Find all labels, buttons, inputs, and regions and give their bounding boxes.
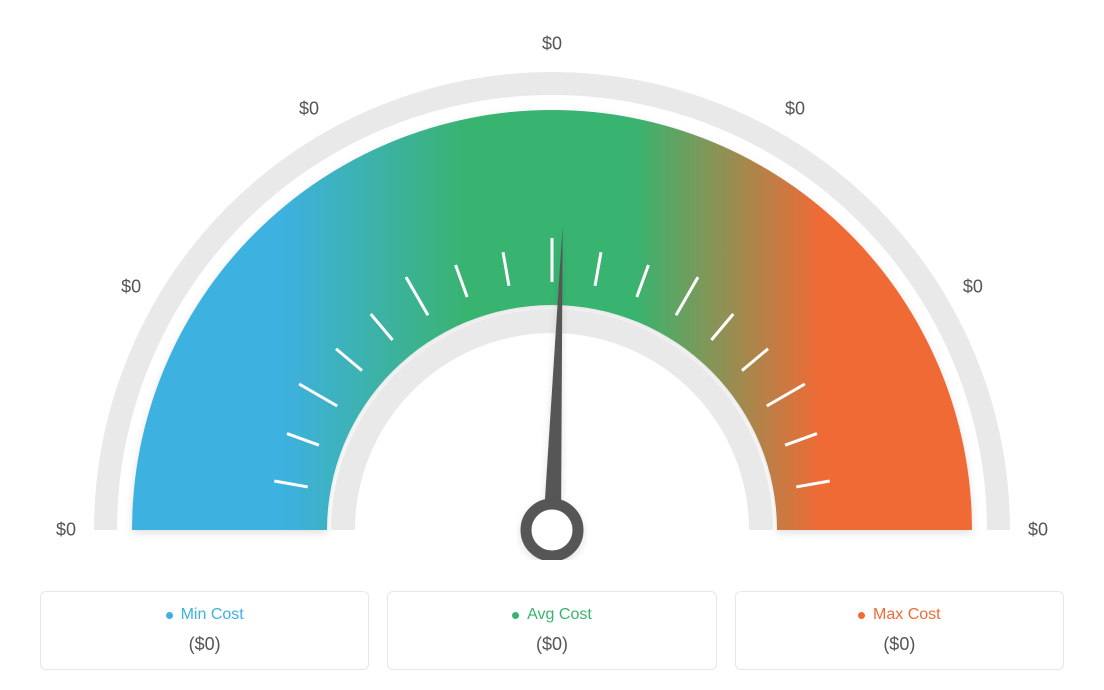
cost-gauge: $0 $0 $0 $0 $0 $0 $0 — [0, 0, 1104, 560]
legend-value-min: ($0) — [51, 634, 358, 655]
legend-value-max: ($0) — [746, 634, 1053, 655]
legend-label-min: Min Cost — [166, 606, 244, 624]
scale-label: $0 — [542, 34, 562, 55]
legend-text-max: Max Cost — [873, 606, 941, 624]
legend-row: Min Cost ($0) Avg Cost ($0) Max Cost ($0… — [40, 591, 1064, 671]
legend-value-avg: ($0) — [398, 634, 705, 655]
scale-label: $0 — [56, 520, 76, 541]
scale-label: $0 — [299, 99, 319, 120]
legend-card-avg: Avg Cost ($0) — [387, 591, 716, 671]
scale-label: $0 — [1028, 520, 1048, 541]
legend-card-max: Max Cost ($0) — [735, 591, 1064, 671]
scale-label: $0 — [963, 277, 983, 298]
legend-text-min: Min Cost — [181, 606, 244, 624]
legend-dot-max — [858, 612, 865, 619]
scale-label: $0 — [785, 99, 805, 120]
legend-label-max: Max Cost — [858, 606, 941, 624]
gauge-svg — [0, 0, 1104, 560]
scale-label: $0 — [121, 277, 141, 298]
legend-dot-min — [166, 612, 173, 619]
legend-label-avg: Avg Cost — [512, 606, 592, 624]
legend-card-min: Min Cost ($0) — [40, 591, 369, 671]
legend-dot-avg — [512, 612, 519, 619]
legend-text-avg: Avg Cost — [527, 606, 592, 624]
